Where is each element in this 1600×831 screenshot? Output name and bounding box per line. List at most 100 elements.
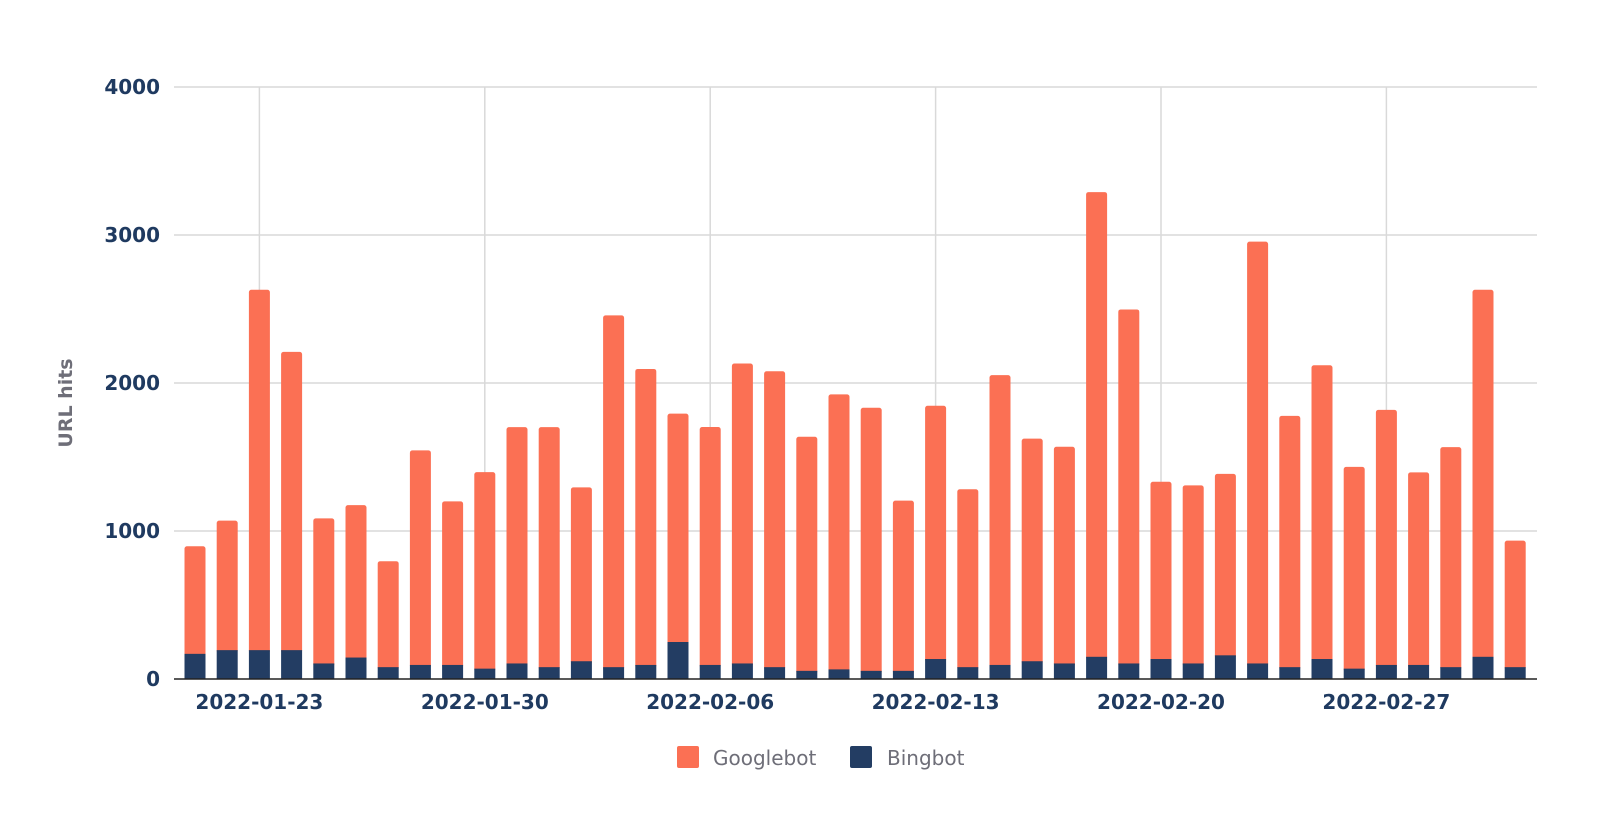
bar-group[interactable] [442, 501, 464, 679]
bar-group[interactable] [828, 394, 850, 679]
googlebot-bar[interactable] [377, 561, 399, 671]
bar-group[interactable] [1472, 289, 1494, 679]
bar-group[interactable] [1375, 409, 1397, 679]
googlebot-bar[interactable] [731, 363, 753, 667]
googlebot-bar[interactable] [1182, 485, 1204, 667]
googlebot-bar[interactable] [603, 315, 625, 671]
bar-group[interactable] [1150, 481, 1172, 679]
bar-group[interactable] [635, 368, 657, 679]
bingbot-bar[interactable] [345, 657, 367, 679]
googlebot-bar[interactable] [1311, 365, 1333, 663]
bar-group[interactable] [989, 375, 1011, 679]
bingbot-bar[interactable] [570, 661, 592, 679]
bingbot-bar[interactable] [603, 667, 625, 679]
googlebot-bar[interactable] [474, 472, 496, 672]
googlebot-bar[interactable] [1279, 415, 1301, 671]
googlebot-bar[interactable] [216, 520, 238, 654]
legend-item-googlebot[interactable]: Googlebot [677, 746, 816, 770]
bingbot-bar[interactable] [248, 650, 270, 679]
bar-group[interactable] [731, 363, 753, 679]
googlebot-bar[interactable] [409, 450, 431, 668]
googlebot-bar[interactable] [1118, 309, 1140, 667]
googlebot-bar[interactable] [764, 371, 786, 671]
googlebot-bar[interactable] [957, 489, 979, 671]
bingbot-bar[interactable] [764, 667, 786, 679]
googlebot-bar[interactable] [506, 427, 528, 667]
googlebot-bar[interactable] [635, 368, 657, 668]
bar-group[interactable] [892, 500, 914, 679]
bar-group[interactable] [1086, 192, 1108, 679]
bar-group[interactable] [248, 289, 270, 679]
bingbot-bar[interactable] [1408, 664, 1430, 679]
bar-group[interactable] [313, 518, 335, 679]
googlebot-bar[interactable] [248, 289, 270, 654]
googlebot-bar[interactable] [570, 487, 592, 665]
bingbot-bar[interactable] [184, 653, 206, 679]
bar-group[interactable] [699, 426, 721, 679]
bingbot-bar[interactable] [216, 650, 238, 679]
bar-group[interactable] [538, 427, 560, 679]
googlebot-bar[interactable] [1343, 466, 1365, 672]
bingbot-bar[interactable] [409, 664, 431, 679]
googlebot-bar[interactable] [538, 427, 560, 671]
bingbot-bar[interactable] [699, 664, 721, 679]
bar-group[interactable] [1247, 241, 1269, 679]
bingbot-bar[interactable] [1053, 663, 1075, 679]
googlebot-bar[interactable] [313, 518, 335, 667]
bingbot-bar[interactable] [957, 667, 979, 679]
bingbot-bar[interactable] [1440, 667, 1462, 679]
bar-group[interactable] [570, 487, 592, 679]
bar-group[interactable] [860, 407, 882, 679]
bingbot-bar[interactable] [377, 667, 399, 679]
bingbot-bar[interactable] [281, 650, 303, 679]
bar-group[interactable] [603, 315, 625, 679]
bingbot-bar[interactable] [1311, 659, 1333, 679]
bar-group[interactable] [474, 472, 496, 679]
bingbot-bar[interactable] [667, 642, 689, 679]
bar-group[interactable] [1021, 438, 1043, 679]
bingbot-bar[interactable] [1472, 656, 1494, 679]
bar-group[interactable] [281, 351, 303, 679]
googlebot-bar[interactable] [1214, 473, 1236, 659]
bingbot-bar[interactable] [1375, 664, 1397, 679]
googlebot-bar[interactable] [828, 394, 850, 673]
googlebot-bar[interactable] [281, 351, 303, 654]
googlebot-bar[interactable] [1247, 241, 1269, 667]
bingbot-bar[interactable] [1279, 667, 1301, 679]
bingbot-bar[interactable] [1182, 663, 1204, 679]
bar-group[interactable] [216, 520, 238, 679]
googlebot-bar[interactable] [892, 500, 914, 674]
bingbot-bar[interactable] [538, 667, 560, 679]
googlebot-bar[interactable] [667, 413, 689, 645]
bingbot-bar[interactable] [1150, 659, 1172, 679]
bingbot-bar[interactable] [442, 664, 464, 679]
bingbot-bar[interactable] [1118, 663, 1140, 679]
bar-group[interactable] [1182, 485, 1204, 679]
bingbot-bar[interactable] [1021, 661, 1043, 679]
bingbot-bar[interactable] [892, 670, 914, 679]
bar-group[interactable] [1279, 415, 1301, 679]
googlebot-bar[interactable] [989, 375, 1011, 668]
googlebot-bar[interactable] [1086, 192, 1108, 660]
bingbot-bar[interactable] [1504, 667, 1526, 679]
googlebot-bar[interactable] [796, 436, 818, 674]
bingbot-bar[interactable] [313, 663, 335, 679]
bingbot-bar[interactable] [796, 670, 818, 679]
googlebot-bar[interactable] [184, 546, 206, 657]
googlebot-bar[interactable] [345, 505, 367, 661]
bingbot-bar[interactable] [506, 663, 528, 679]
bar-group[interactable] [1118, 309, 1140, 679]
bingbot-bar[interactable] [1247, 663, 1269, 679]
googlebot-bar[interactable] [925, 405, 947, 663]
bar-group[interactable] [796, 436, 818, 679]
bingbot-bar[interactable] [731, 663, 753, 679]
bar-group[interactable] [184, 546, 206, 679]
bar-group[interactable] [1311, 365, 1333, 679]
bingbot-bar[interactable] [989, 664, 1011, 679]
bingbot-bar[interactable] [1086, 656, 1108, 679]
bingbot-bar[interactable] [860, 670, 882, 679]
bar-group[interactable] [1343, 466, 1365, 679]
bar-group[interactable] [409, 450, 431, 679]
bar-group[interactable] [345, 505, 367, 679]
googlebot-bar[interactable] [860, 407, 882, 674]
